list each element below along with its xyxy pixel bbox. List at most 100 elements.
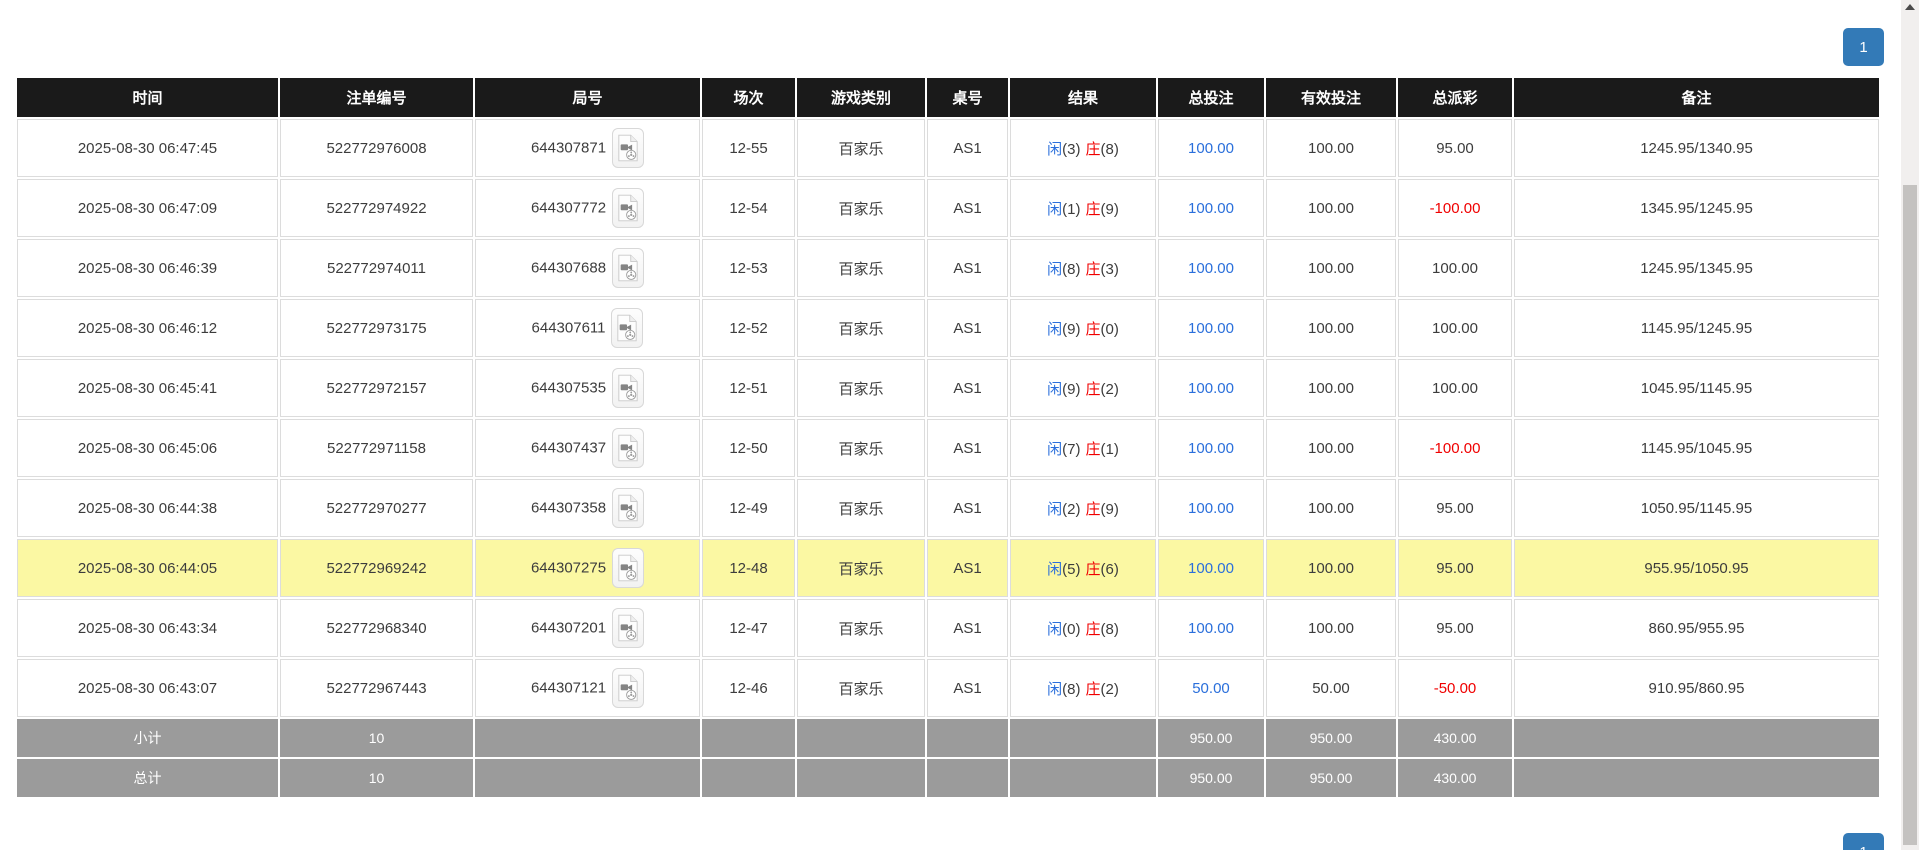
total-label: 总计 (17, 759, 278, 797)
player-result-label: 闲 (1047, 620, 1063, 638)
video-replay-button[interactable] (611, 308, 644, 348)
cell-note: 860.95/955.95 (1514, 599, 1879, 657)
cell-table-no: AS1 (927, 479, 1008, 537)
cell-game-type: 百家乐 (797, 299, 925, 357)
player-result-label: 闲 (1047, 380, 1063, 398)
cell-total-payout: 100.00 (1398, 239, 1512, 297)
cell-bet-id: 522772970277 (280, 479, 473, 537)
column-header-time: 时间 (17, 78, 278, 117)
cell-total-bet[interactable]: 100.00 (1158, 479, 1264, 537)
cell-total-payout: -100.00 (1398, 419, 1512, 477)
video-file-icon (617, 314, 638, 342)
column-header-game-type: 游戏类别 (797, 78, 925, 117)
cell-note: 910.95/860.95 (1514, 659, 1879, 717)
cell-bet-id: 522772973175 (280, 299, 473, 357)
video-replay-button[interactable] (612, 368, 645, 408)
cell-note: 1045.95/1145.95 (1514, 359, 1879, 417)
cell-table-no: AS1 (927, 239, 1008, 297)
pagination-page-1-bottom[interactable]: 1 (1843, 833, 1884, 850)
player-result-label: 闲 (1047, 560, 1063, 578)
cell-table-no: AS1 (927, 659, 1008, 717)
cell-table-no: AS1 (927, 179, 1008, 237)
vertical-scrollbar[interactable] (1901, 0, 1919, 850)
subtotal-count: 10 (280, 719, 473, 757)
player-result-label: 闲 (1047, 140, 1063, 158)
cell-bet-id: 522772974011 (280, 239, 473, 297)
cell-round-no: 644307437 (475, 419, 700, 477)
cell-valid-bet: 100.00 (1266, 419, 1396, 477)
pagination-page-1-top[interactable]: 1 (1843, 28, 1884, 66)
cell-total-bet[interactable]: 100.00 (1158, 119, 1264, 177)
cell-round-no: 644307201 (475, 599, 700, 657)
cell-total-bet[interactable]: 100.00 (1158, 179, 1264, 237)
video-file-icon (618, 674, 638, 702)
cell-time: 2025-08-30 06:46:12 (17, 299, 278, 357)
banker-result-label: 庄 (1085, 380, 1101, 398)
player-result-points: (0) (1062, 620, 1081, 638)
cell-time: 2025-08-30 06:43:34 (17, 599, 278, 657)
cell-note: 955.95/1050.95 (1514, 539, 1879, 597)
video-file-icon (618, 194, 638, 222)
cell-bet-id: 522772968340 (280, 599, 473, 657)
cell-total-bet[interactable]: 100.00 (1158, 299, 1264, 357)
bet-records-table: 时间 注单编号 局号 场次 游戏类别 桌号 结果 总投注 有效投注 总派彩 备注… (15, 76, 1881, 799)
video-replay-button[interactable] (612, 248, 645, 288)
video-replay-button[interactable] (612, 608, 645, 648)
total-valid-bet: 950.00 (1266, 759, 1396, 797)
cell-time: 2025-08-30 06:45:06 (17, 419, 278, 477)
scrollbar-up-arrow-icon[interactable] (1905, 4, 1915, 10)
cell-total-bet[interactable]: 100.00 (1158, 359, 1264, 417)
cell-total-bet[interactable]: 100.00 (1158, 599, 1264, 657)
subtotal-empty-cell (927, 719, 1008, 757)
cell-table-no: AS1 (927, 599, 1008, 657)
video-replay-button[interactable] (612, 428, 645, 468)
total-empty-cell (702, 759, 795, 797)
subtotal-empty-cell (1010, 719, 1156, 757)
player-result-label: 闲 (1047, 680, 1063, 698)
column-header-note: 备注 (1514, 78, 1879, 117)
column-header-valid-bet: 有效投注 (1266, 78, 1396, 117)
cell-session: 12-47 (702, 599, 795, 657)
cell-session: 12-53 (702, 239, 795, 297)
video-replay-button[interactable] (612, 128, 645, 168)
banker-result-points: (1) (1100, 440, 1119, 458)
cell-game-type: 百家乐 (797, 599, 925, 657)
video-replay-button[interactable] (612, 488, 645, 528)
cell-total-payout: 100.00 (1398, 299, 1512, 357)
player-result-points: (9) (1062, 320, 1081, 338)
banker-result-points: (8) (1100, 620, 1119, 638)
cell-total-bet[interactable]: 100.00 (1158, 419, 1264, 477)
scrollbar-thumb[interactable] (1903, 185, 1917, 845)
subtotal-empty-cell (702, 719, 795, 757)
cell-session: 12-50 (702, 419, 795, 477)
player-result-label: 闲 (1047, 440, 1063, 458)
cell-total-payout: 95.00 (1398, 539, 1512, 597)
cell-bet-id: 522772967443 (280, 659, 473, 717)
banker-result-points: (6) (1100, 560, 1119, 578)
subtotal-empty-cell (475, 719, 700, 757)
cell-total-bet[interactable]: 100.00 (1158, 239, 1264, 297)
cell-table-no: AS1 (927, 539, 1008, 597)
total-count: 10 (280, 759, 473, 797)
banker-result-label: 庄 (1085, 440, 1101, 458)
subtotal-empty-cell (797, 719, 925, 757)
video-replay-button[interactable] (612, 668, 645, 708)
video-replay-button[interactable] (612, 548, 645, 588)
cell-valid-bet: 100.00 (1266, 239, 1396, 297)
cell-total-bet[interactable]: 50.00 (1158, 659, 1264, 717)
cell-table-no: AS1 (927, 359, 1008, 417)
cell-valid-bet: 100.00 (1266, 599, 1396, 657)
cell-total-bet[interactable]: 100.00 (1158, 539, 1264, 597)
cell-valid-bet: 100.00 (1266, 479, 1396, 537)
cell-time: 2025-08-30 06:44:05 (17, 539, 278, 597)
total-total-bet: 950.00 (1158, 759, 1264, 797)
cell-round-no: 644307688 (475, 239, 700, 297)
video-replay-button[interactable] (612, 188, 645, 228)
cell-result: 闲(9) 庄(2) (1010, 359, 1156, 417)
table-row: 2025-08-30 06:45:41 522772972157 6443075… (17, 359, 1879, 417)
banker-result-label: 庄 (1085, 680, 1101, 698)
total-empty-cell (1514, 759, 1879, 797)
cell-game-type: 百家乐 (797, 239, 925, 297)
column-header-result: 结果 (1010, 78, 1156, 117)
round-number: 644307611 (531, 319, 606, 337)
